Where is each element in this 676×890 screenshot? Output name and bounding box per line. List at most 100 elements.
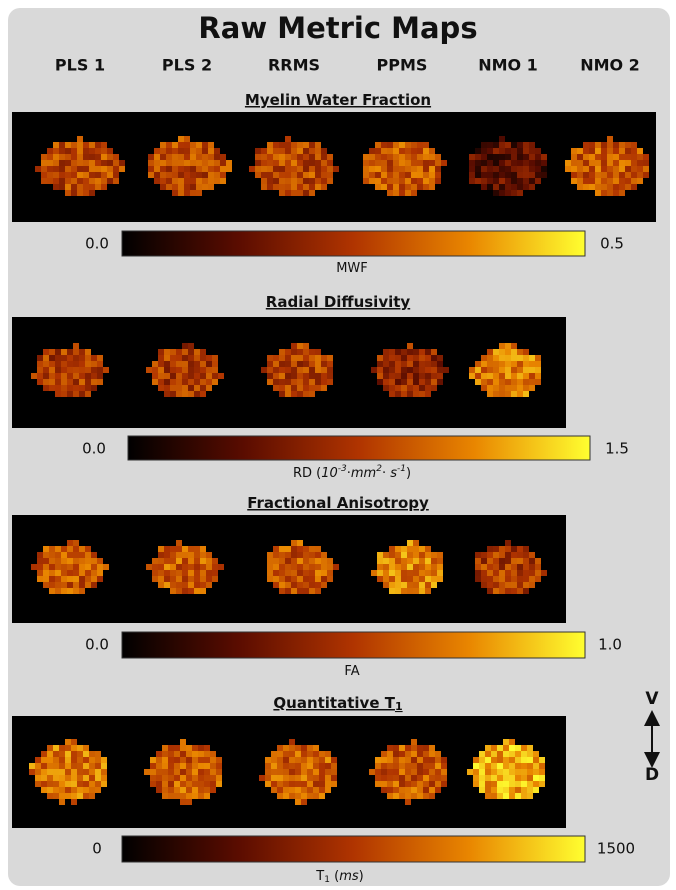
- map-pixel: [291, 166, 297, 172]
- map-pixel: [631, 148, 637, 154]
- map-pixel: [49, 367, 55, 373]
- map-pixel: [202, 154, 208, 160]
- map-pixel: [172, 148, 178, 154]
- map-pixel: [61, 355, 67, 361]
- map-pixel: [399, 787, 405, 793]
- map-pixel: [152, 570, 158, 576]
- map-pixel: [405, 781, 411, 787]
- map-pixel: [395, 546, 401, 552]
- map-pixel: [119, 160, 125, 166]
- map-pixel: [202, 142, 208, 148]
- map-pixel: [162, 757, 168, 763]
- map-pixel: [41, 781, 47, 787]
- map-pixel: [210, 775, 216, 781]
- map-pixel: [625, 160, 631, 166]
- map-pixel: [369, 154, 375, 160]
- map-pixel: [226, 166, 232, 172]
- column-header: PLS 1: [55, 56, 105, 75]
- map-pixel: [37, 361, 43, 367]
- map-pixel: [371, 367, 377, 373]
- map-pixel: [170, 367, 176, 373]
- map-pixel: [79, 576, 85, 582]
- map-pixel: [535, 355, 541, 361]
- map-pixel: [327, 558, 333, 564]
- map-pixel: [319, 775, 325, 781]
- map-pixel: [285, 588, 291, 594]
- map-pixel: [499, 552, 505, 558]
- map-pixel: [475, 570, 481, 576]
- map-pixel: [505, 166, 511, 172]
- map-pixel: [291, 367, 297, 373]
- map-pixel: [61, 546, 67, 552]
- map-pixel: [85, 570, 91, 576]
- map-pixel: [435, 775, 441, 781]
- map-pixel: [73, 564, 79, 570]
- map-pixel: [61, 570, 67, 576]
- map-pixel: [91, 385, 97, 391]
- map-pixel: [505, 142, 511, 148]
- map-pixel: [188, 361, 194, 367]
- map-pixel: [204, 745, 210, 751]
- map-pixel: [509, 739, 515, 745]
- map-pixel: [535, 558, 541, 564]
- map-pixel: [295, 751, 301, 757]
- map-pixel: [487, 582, 493, 588]
- map-pixel: [485, 751, 491, 757]
- map-pixel: [485, 745, 491, 751]
- map-pixel: [85, 367, 91, 373]
- map-pixel: [71, 745, 77, 751]
- map-pixel: [521, 787, 527, 793]
- map-pixel: [487, 576, 493, 582]
- map-pixel: [297, 178, 303, 184]
- map-pixel: [283, 745, 289, 751]
- map-pixel: [182, 588, 188, 594]
- map-pixel: [158, 564, 164, 570]
- map-pixel: [188, 588, 194, 594]
- map-pixel: [73, 582, 79, 588]
- map-pixel: [325, 781, 331, 787]
- map-pixel: [595, 178, 601, 184]
- map-pixel: [285, 172, 291, 178]
- map-pixel: [210, 769, 216, 775]
- map-pixel: [625, 166, 631, 172]
- map-pixel: [313, 757, 319, 763]
- map-pixel: [47, 769, 53, 775]
- map-pixel: [77, 775, 83, 781]
- map-pixel: [377, 576, 383, 582]
- map-pixel: [95, 775, 101, 781]
- map-pixel: [61, 564, 67, 570]
- map-pixel: [413, 582, 419, 588]
- map-pixel: [431, 379, 437, 385]
- map-pixel: [523, 558, 529, 564]
- map-pixel: [71, 148, 77, 154]
- map-pixel: [315, 385, 321, 391]
- map-pixel: [192, 787, 198, 793]
- map-pixel: [172, 160, 178, 166]
- map-pixel: [186, 787, 192, 793]
- map-pixel: [535, 154, 541, 160]
- map-pixel: [89, 154, 95, 160]
- map-pixel: [399, 160, 405, 166]
- map-pixel: [315, 154, 321, 160]
- map-pixel: [533, 757, 539, 763]
- map-pixel: [401, 582, 407, 588]
- map-pixel: [419, 576, 425, 582]
- map-pixel: [517, 361, 523, 367]
- map-pixel: [79, 582, 85, 588]
- map-pixel: [59, 793, 65, 799]
- map-pixel: [541, 160, 547, 166]
- map-pixel: [186, 775, 192, 781]
- map-pixel: [399, 763, 405, 769]
- map-pixel: [505, 355, 511, 361]
- map-pixel: [83, 793, 89, 799]
- map-pixel: [393, 184, 399, 190]
- map-pixel: [216, 763, 222, 769]
- map-pixel: [285, 184, 291, 190]
- map-pixel: [511, 391, 517, 397]
- map-pixel: [279, 160, 285, 166]
- map-pixel: [291, 190, 297, 196]
- map-pixel: [309, 355, 315, 361]
- map-pixel: [395, 582, 401, 588]
- panel-heading: Quantitative T1: [273, 694, 402, 714]
- map-pixel: [113, 178, 119, 184]
